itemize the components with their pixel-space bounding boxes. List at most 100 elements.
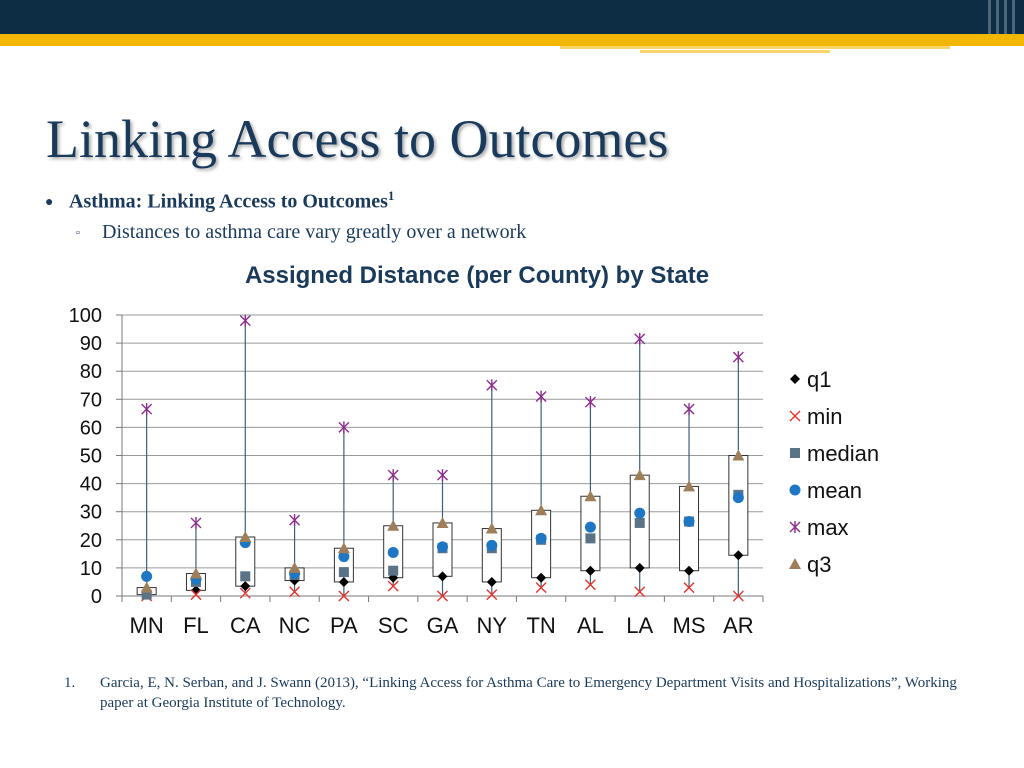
x-axis: MN FL CA NC PA SC GA NY TN AL LA MS AR: [121, 595, 764, 638]
x-tick-label: AR: [723, 613, 754, 638]
y-axis: 0 10 20 30 40 50 60 70 80 90 100: [69, 305, 123, 608]
bullet-dot-icon: ●: [45, 195, 54, 211]
q3-point: [387, 519, 400, 531]
q3-point: [239, 530, 252, 542]
x-tick-label: NY: [477, 613, 508, 638]
median-point: [141, 589, 152, 600]
max-point: [289, 514, 301, 527]
max-point: [535, 390, 547, 403]
y-tick-label: 20: [80, 530, 102, 552]
q3-point: [683, 480, 696, 492]
x-tick-label: FL: [183, 613, 209, 638]
footnote: 1. Garcia, E, N. Serban, and J. Swann (2…: [64, 673, 964, 713]
min-point: [387, 580, 399, 592]
y-tick-label: 0: [91, 586, 102, 608]
min-point: [239, 587, 251, 599]
legend-median-label: median: [807, 441, 879, 466]
q3-point: [633, 469, 646, 481]
max-point: [141, 403, 153, 416]
bullet-text: Asthma: Linking Access to Outcomes: [69, 190, 388, 213]
max-point: [486, 379, 498, 392]
q3-point: [436, 516, 449, 528]
y-tick-label: 30: [80, 502, 102, 524]
q3-point: [140, 581, 153, 593]
box-chart: Assigned Distance (per County) by State …: [69, 262, 880, 638]
q1-point: [486, 576, 497, 587]
min-point: [584, 579, 596, 591]
legend-max-marker: [789, 521, 801, 533]
top-bar: [0, 0, 1024, 34]
y-tick-label: 100: [69, 305, 102, 327]
legend-min-label: min: [807, 404, 842, 429]
bullet-item: ● Asthma: Linking Access to Outcomes1: [45, 188, 394, 214]
top-bar-stripes: [984, 0, 1024, 34]
max-point: [584, 396, 596, 409]
q3-point: [288, 561, 301, 573]
max-point: [387, 469, 399, 482]
legend-q3-label: q3: [807, 552, 831, 577]
max-point: [437, 469, 448, 482]
x-tick-label: GA: [427, 613, 459, 638]
x-tick-label: MN: [130, 613, 164, 638]
min-point: [634, 586, 646, 598]
x-tick-label: LA: [626, 613, 653, 638]
y-tick-label: 50: [80, 446, 102, 468]
max-point: [239, 314, 251, 327]
q1-point: [684, 565, 695, 576]
q3-point: [337, 542, 350, 554]
max-point: [190, 516, 202, 529]
chart-legend: q1 min median mean max q3: [789, 367, 879, 577]
mean-point: [584, 521, 596, 533]
legend-max-label: max: [807, 515, 849, 540]
footnote-number: 1.: [64, 675, 76, 691]
min-point: [535, 582, 547, 594]
median-point: [338, 567, 349, 578]
y-tick-label: 10: [80, 558, 102, 580]
mean-point: [535, 532, 547, 544]
max-point: [338, 421, 350, 434]
mean-point: [486, 539, 498, 551]
bullet-square-icon: ▫: [76, 227, 80, 240]
legend-q3-marker: [789, 558, 801, 569]
min-point: [486, 589, 498, 601]
q1-point: [240, 581, 251, 592]
y-tick-label: 40: [80, 474, 102, 496]
median-point: [388, 565, 399, 576]
q3-point: [584, 490, 597, 502]
max-point: [732, 351, 744, 364]
box-ms: [679, 485, 700, 572]
q1-point: [733, 550, 744, 561]
box-ny: [481, 528, 502, 583]
gold-bar-highlight: [640, 50, 830, 53]
legend-q1-marker: [790, 374, 800, 384]
mean-point: [338, 551, 350, 563]
legend-mean-label: mean: [807, 478, 862, 503]
subbullet-item: ▫ Distances to asthma care vary greatly o…: [76, 221, 526, 244]
y-tick-label: 60: [80, 417, 102, 439]
min-point: [190, 589, 202, 601]
max-point: [683, 403, 695, 416]
data-markers: [140, 314, 745, 602]
legend-median-marker: [790, 448, 800, 458]
q3-point: [485, 522, 498, 534]
min-point: [732, 590, 744, 602]
q3-point: [189, 567, 202, 579]
q3-point: [535, 504, 548, 516]
x-tick-label: NC: [279, 613, 311, 638]
x-tick-label: MS: [673, 613, 706, 638]
min-point: [683, 582, 695, 594]
y-tick-label: 80: [80, 361, 102, 383]
min-point: [289, 586, 301, 598]
mean-point: [683, 516, 695, 528]
median-point: [240, 571, 251, 582]
y-tick-label: 70: [80, 389, 102, 411]
slide-title: Linking Access to Outcomes: [46, 109, 669, 169]
legend-q1-label: q1: [807, 367, 831, 392]
subbullet-text: Distances to asthma care vary greatly ov…: [102, 221, 527, 243]
mean-point: [437, 541, 448, 553]
min-point: [338, 590, 350, 602]
q1-point: [338, 576, 349, 587]
mean-point: [387, 546, 399, 558]
boxes: [136, 320, 749, 596]
min-point: [437, 590, 448, 602]
